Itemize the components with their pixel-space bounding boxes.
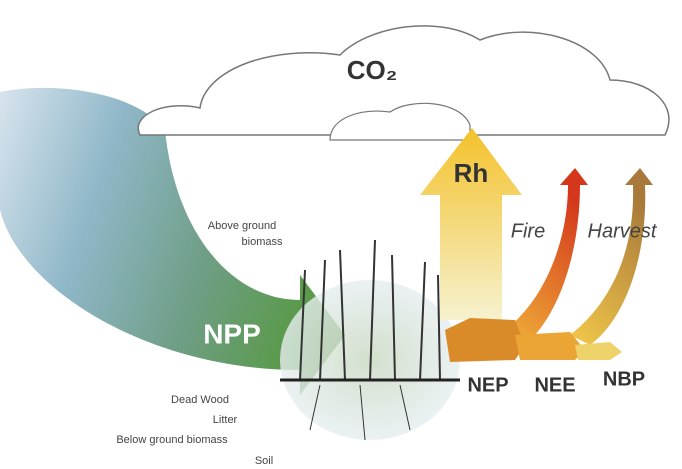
- rh-arrow: [420, 128, 522, 320]
- above-ground-label: biomass: [242, 236, 283, 248]
- fire-arrow: [505, 168, 588, 345]
- dead-wood-label: Dead Wood: [171, 394, 229, 406]
- below-ground-label: Below ground biomass: [116, 434, 228, 446]
- nep-label: NEP: [467, 374, 508, 396]
- rh-label: Rh: [454, 158, 489, 188]
- nee-block: [515, 332, 585, 360]
- nbp-block: [575, 342, 622, 360]
- above-ground-label: Above ground: [208, 220, 277, 232]
- litter-label: Litter: [213, 414, 238, 426]
- cloud-inner: [329, 102, 471, 141]
- harvest-label: Harvest: [588, 220, 658, 242]
- harvest-arrow: [570, 168, 653, 345]
- npp-arrow: [0, 87, 345, 396]
- cloud: [137, 25, 670, 136]
- nep-block: [445, 318, 525, 362]
- trees: [280, 239, 460, 441]
- nee-label: NEE: [534, 374, 575, 396]
- npp-label: NPP: [203, 318, 261, 349]
- fire-label: Fire: [511, 220, 545, 242]
- soil-label: Soil: [255, 455, 273, 467]
- nbp-label: NBP: [603, 368, 645, 390]
- co2-label: CO₂: [347, 55, 398, 85]
